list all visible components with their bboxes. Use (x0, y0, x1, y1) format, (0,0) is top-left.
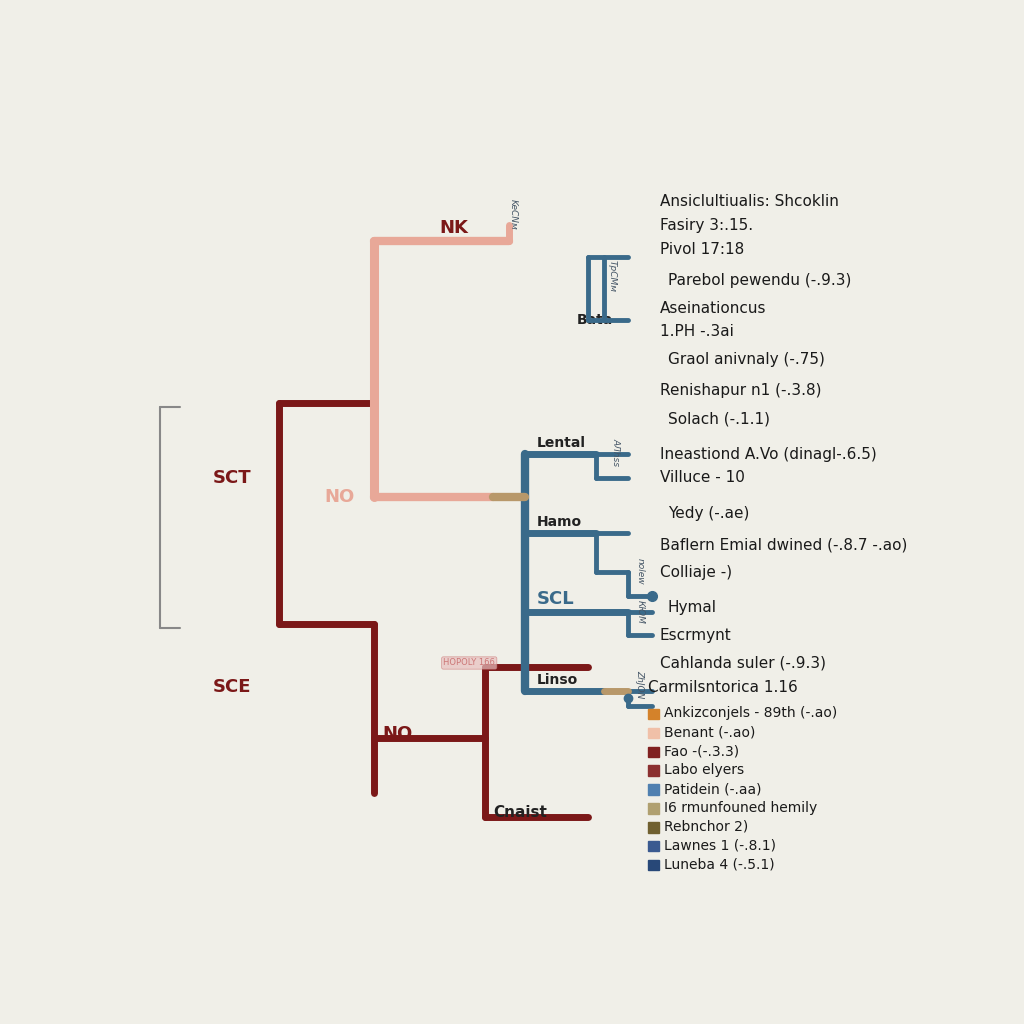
Text: ТрСМм: ТрСМм (607, 260, 616, 293)
Text: ZhJON: ZhJON (635, 670, 644, 698)
Text: NO: NO (382, 725, 413, 743)
Text: Lawnes 1 (-.8.1): Lawnes 1 (-.8.1) (664, 839, 776, 853)
Text: Yedy (-.ae): Yedy (-.ae) (668, 506, 749, 520)
Text: SCT: SCT (212, 469, 251, 486)
Bar (648, 841, 658, 851)
Text: Colliaje -): Colliaje -) (659, 565, 732, 580)
Text: Hymal: Hymal (668, 600, 717, 615)
Bar (648, 709, 658, 719)
Text: Patidein (-.aa): Patidein (-.aa) (664, 782, 761, 796)
Text: HOPOLY 166: HOPOLY 166 (443, 658, 496, 668)
Text: Villuce - 10: Villuce - 10 (659, 470, 744, 485)
Text: Pivol 17:18: Pivol 17:18 (659, 242, 744, 257)
Text: Cnaist: Cnaist (494, 805, 547, 820)
Bar (648, 766, 658, 776)
Text: Carmilsntorica 1.16: Carmilsntorica 1.16 (648, 680, 798, 694)
Text: Baflern Emial dwined (-.8.7 -.ao): Baflern Emial dwined (-.8.7 -.ao) (659, 538, 907, 552)
Text: SCL: SCL (537, 590, 574, 608)
Text: KeCNм: KeCNм (508, 199, 517, 229)
Bar (648, 822, 658, 833)
Text: I6 rmunfouned hemily: I6 rmunfouned hemily (664, 801, 817, 815)
Text: Escrmynt: Escrmynt (659, 628, 731, 643)
Text: NO: NO (324, 488, 354, 507)
Text: Renishapur n1 (-.3.8): Renishapur n1 (-.3.8) (659, 383, 821, 398)
Bar (648, 860, 658, 870)
Text: КЮМ: КЮМ (635, 600, 644, 624)
Text: Bata: Bata (577, 313, 612, 327)
Text: Hamo: Hamo (537, 515, 582, 529)
Text: Luneba 4 (-.5.1): Luneba 4 (-.5.1) (664, 858, 774, 871)
Bar (648, 804, 658, 814)
Text: Aseinationcus: Aseinationcus (659, 301, 766, 315)
Text: NK: NK (439, 219, 468, 238)
Text: Solach (-.1.1): Solach (-.1.1) (668, 411, 770, 426)
Text: Graol anivnaly (-.75): Graol anivnaly (-.75) (668, 352, 824, 367)
Bar (648, 784, 658, 795)
Text: Ansiclultiualis: Shcoklin: Ansiclultiualis: Shcoklin (659, 195, 839, 209)
Text: Linso: Linso (537, 673, 578, 687)
Text: Rebnchor 2): Rebnchor 2) (664, 820, 748, 834)
Text: Fasiry 3:.15.: Fasiry 3:.15. (659, 218, 753, 232)
Text: Labo elyers: Labo elyers (664, 763, 743, 777)
Text: 1.PH -.3ai: 1.PH -.3ai (659, 325, 733, 339)
Text: Ineastiond A.Vo (dinagl-.6.5): Ineastiond A.Vo (dinagl-.6.5) (659, 446, 877, 462)
Bar (648, 746, 658, 757)
Text: Cahlanda suler (-.9.3): Cahlanda suler (-.9.3) (659, 655, 825, 671)
Text: Benant (-.ao): Benant (-.ao) (664, 725, 755, 739)
Text: Ankizconjels - 89th (-.ao): Ankizconjels - 89th (-.ao) (664, 707, 837, 721)
Text: Fao -(-.3.3): Fao -(-.3.3) (664, 744, 738, 759)
Text: АЛhss: АЛhss (611, 437, 621, 466)
Text: SCE: SCE (213, 678, 251, 695)
Text: nolew: nolew (635, 557, 644, 584)
Bar (648, 728, 658, 738)
Text: Parebol pewendu (-.9.3): Parebol pewendu (-.9.3) (668, 273, 851, 288)
Text: Lental: Lental (537, 436, 586, 451)
